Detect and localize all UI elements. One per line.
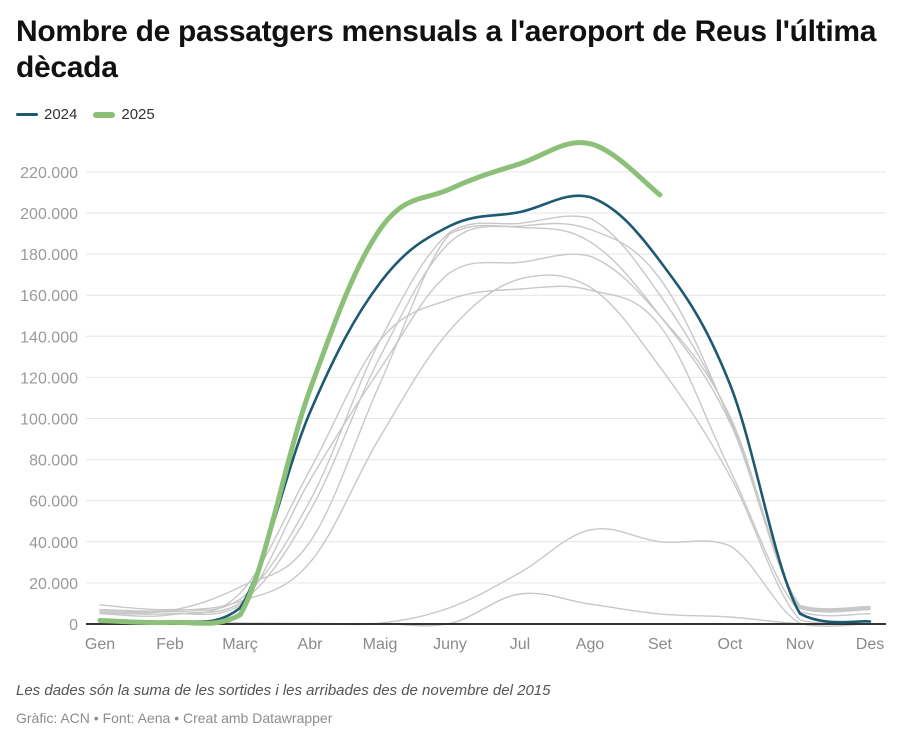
x-tick-label: Abr xyxy=(298,636,324,653)
x-tick-label: Juny xyxy=(433,636,467,653)
series-line-2025 xyxy=(97,140,663,626)
x-tick-label: Jul xyxy=(510,636,530,653)
highlighted-series xyxy=(97,140,872,626)
x-axis-ticks: Gen Feb Març Abr Maig Juny Jul Ago Set Oct Nov Des xyxy=(85,636,884,653)
legend-item-2025: 2025 xyxy=(93,106,155,123)
x-tick-label: Nov xyxy=(786,636,814,653)
series-line-other-year-c xyxy=(99,253,871,616)
chart-credits: Gràfic: ACN • Font: Aena • Creat amb Dat… xyxy=(16,710,333,726)
legend-label-2025: 2025 xyxy=(121,106,155,123)
x-tick-label: Oct xyxy=(718,636,743,653)
y-tick-label: 60.000 xyxy=(29,494,78,511)
x-tick-label: Ago xyxy=(576,636,605,653)
line-chart: 0 20.000 40.000 60.000 80.000 100.000 120.000 1… xyxy=(20,140,886,653)
y-tick-label: 80.000 xyxy=(29,453,78,470)
y-tick-label: 220.000 xyxy=(20,165,78,182)
legend-swatch-2025 xyxy=(93,111,116,118)
x-tick-label: Maig xyxy=(363,636,398,653)
y-tick-label: 20.000 xyxy=(29,576,78,593)
y-tick-label: 140.000 xyxy=(20,329,78,346)
series-line-2024 xyxy=(98,194,872,625)
y-tick-label: 40.000 xyxy=(29,535,78,552)
chart-title: Nombre de passatgers mensuals a l'aeropo… xyxy=(16,15,877,84)
series-line-other-year-a xyxy=(99,215,871,611)
series-line-other-year-b xyxy=(99,222,871,614)
series-line-other-year-f xyxy=(99,274,871,624)
legend-label-2024: 2024 xyxy=(44,106,78,123)
x-tick-label: Feb xyxy=(156,636,184,653)
x-tick-label: Set xyxy=(648,636,673,653)
y-tick-label: 160.000 xyxy=(20,288,78,305)
legend-swatch-2024 xyxy=(16,113,38,116)
x-tick-label: Des xyxy=(856,636,884,653)
y-tick-label: 200.000 xyxy=(20,206,78,223)
y-tick-label: 120.000 xyxy=(20,370,78,387)
legend-item-2024: 2024 xyxy=(16,106,77,123)
legend: 2024 2025 xyxy=(16,106,171,123)
background-series xyxy=(99,215,871,627)
x-tick-label: Gen xyxy=(85,636,115,653)
y-tick-label: 0 xyxy=(69,617,78,634)
series-line-other-year-e xyxy=(99,224,871,614)
y-axis-ticks: 0 20.000 40.000 60.000 80.000 100.000 120.000 1… xyxy=(20,165,78,634)
y-tick-label: 100.000 xyxy=(20,412,78,429)
y-tick-label: 180.000 xyxy=(20,247,78,264)
x-tick-label: Març xyxy=(222,636,258,653)
chart-notes: Les dades són la suma de les sortides i … xyxy=(16,682,551,699)
gridlines xyxy=(86,171,886,584)
series-line-other-year-d xyxy=(99,285,871,617)
